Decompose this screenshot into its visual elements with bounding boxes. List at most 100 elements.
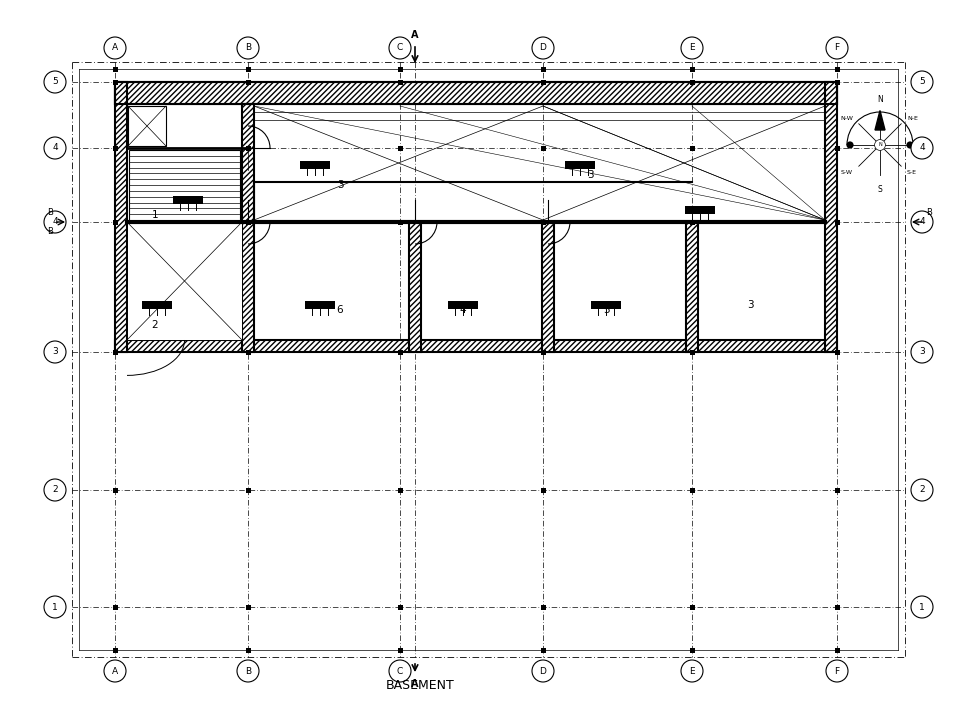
Text: 5: 5 (52, 77, 58, 87)
Bar (686, 222, 698, 352)
Bar (834, 66, 840, 71)
Circle shape (826, 660, 848, 682)
Text: D: D (540, 666, 547, 676)
Bar (129, 150, 240, 220)
Bar (246, 648, 251, 653)
Circle shape (847, 142, 854, 149)
Bar (542, 222, 554, 352)
Circle shape (911, 211, 933, 233)
Circle shape (532, 660, 554, 682)
Text: 3: 3 (52, 347, 58, 357)
Bar (173, 196, 203, 204)
Bar (541, 648, 546, 653)
Bar (246, 79, 251, 84)
Text: 2: 2 (151, 320, 158, 330)
Text: 4: 4 (459, 305, 466, 315)
Text: 6: 6 (337, 305, 344, 315)
Circle shape (681, 37, 703, 59)
Bar (127, 222, 242, 340)
Bar (397, 66, 403, 71)
Bar (242, 104, 254, 222)
Text: 5: 5 (603, 305, 610, 315)
Bar (689, 66, 694, 71)
Text: B: B (47, 208, 53, 217)
Bar (115, 340, 837, 352)
Bar (689, 349, 694, 355)
Circle shape (906, 142, 914, 149)
Bar (113, 66, 117, 71)
Circle shape (532, 37, 554, 59)
Circle shape (44, 211, 66, 233)
Text: 1: 1 (920, 602, 924, 612)
Bar (397, 349, 403, 355)
Text: N: N (878, 142, 882, 147)
Text: S-W: S-W (841, 170, 853, 175)
Circle shape (44, 479, 66, 501)
Text: N: N (877, 95, 883, 105)
Circle shape (237, 660, 259, 682)
Circle shape (237, 37, 259, 59)
Bar (242, 222, 254, 352)
Circle shape (826, 37, 848, 59)
Circle shape (911, 71, 933, 93)
Text: D: D (540, 43, 547, 53)
Polygon shape (875, 110, 885, 130)
Bar (541, 79, 546, 84)
Bar (113, 79, 117, 84)
Text: N-W: N-W (840, 116, 853, 121)
Circle shape (44, 341, 66, 363)
Text: 3: 3 (747, 300, 753, 310)
Text: A: A (412, 679, 419, 689)
Circle shape (911, 137, 933, 159)
Bar (689, 604, 694, 609)
Bar (689, 648, 694, 653)
Bar (689, 79, 694, 84)
Circle shape (389, 37, 411, 59)
Text: B: B (47, 227, 53, 236)
Bar (113, 349, 117, 355)
Bar (825, 82, 837, 352)
Circle shape (681, 660, 703, 682)
Bar (113, 487, 117, 492)
Circle shape (389, 660, 411, 682)
Bar (397, 219, 403, 225)
Bar (397, 146, 403, 150)
Text: 4: 4 (52, 144, 58, 152)
Circle shape (911, 596, 933, 618)
Text: N-E: N-E (907, 116, 918, 121)
Bar (591, 301, 621, 309)
Bar (685, 206, 715, 214)
Circle shape (911, 341, 933, 363)
Bar (113, 648, 117, 653)
Bar (128, 106, 166, 146)
Text: 3: 3 (586, 170, 593, 180)
Bar (541, 66, 546, 71)
Bar (113, 146, 117, 150)
Text: 4: 4 (920, 217, 924, 227)
Text: F: F (834, 43, 840, 53)
Text: B: B (245, 666, 251, 676)
Bar (246, 219, 251, 225)
Text: 2: 2 (52, 485, 58, 495)
Bar (246, 349, 251, 355)
Text: 1: 1 (52, 602, 58, 612)
Text: 4: 4 (920, 144, 924, 152)
Bar (397, 487, 403, 492)
Bar (834, 487, 840, 492)
Bar (246, 604, 251, 609)
Text: BASEMENT: BASEMENT (385, 679, 454, 692)
Text: E: E (689, 43, 695, 53)
Bar (834, 648, 840, 653)
Circle shape (44, 137, 66, 159)
Circle shape (104, 660, 126, 682)
Bar (448, 301, 478, 309)
Circle shape (44, 596, 66, 618)
Bar (305, 301, 335, 309)
Bar (541, 604, 546, 609)
Bar (397, 648, 403, 653)
Bar (541, 219, 546, 225)
Bar (246, 66, 251, 71)
Bar (246, 487, 251, 492)
Bar (113, 219, 117, 225)
Bar (834, 604, 840, 609)
